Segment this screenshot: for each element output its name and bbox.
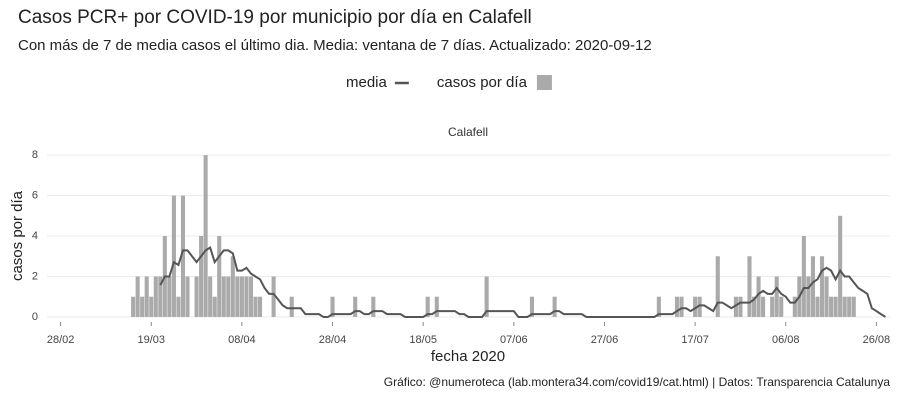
bar [847, 296, 852, 317]
panel-label: Calafell [448, 125, 488, 139]
bar [792, 296, 797, 317]
bar [529, 296, 534, 317]
x-tick-label: 27/06 [591, 334, 619, 346]
bar [774, 276, 779, 317]
chart-title: Casos PCR+ por COVID-19 por municipio po… [18, 7, 532, 28]
bar [185, 276, 190, 317]
bar [253, 296, 258, 317]
bar [212, 296, 217, 317]
bar [153, 276, 158, 317]
bar [761, 296, 766, 317]
bar [674, 296, 680, 317]
x-tick-label: 28/04 [319, 334, 347, 346]
bar [738, 296, 743, 317]
x-tick-label: 19/03 [137, 334, 165, 346]
bar [144, 276, 149, 317]
bar [815, 296, 820, 317]
mean-line [159, 246, 886, 318]
bar [851, 296, 856, 317]
legend-label: casos por día [437, 74, 528, 91]
bar [425, 296, 430, 317]
bar [199, 236, 204, 317]
bar [715, 256, 720, 317]
bar [248, 276, 253, 317]
bar [824, 276, 829, 317]
bar [656, 296, 661, 317]
bar [770, 296, 775, 317]
bar [330, 296, 335, 317]
x-tick-label: 07/06 [500, 334, 528, 346]
bar [235, 276, 240, 317]
bar [747, 256, 752, 317]
bar [756, 276, 761, 317]
bar [838, 215, 843, 317]
bar [194, 276, 199, 317]
x-tick-label: 26/08 [863, 334, 891, 346]
bar [257, 296, 263, 317]
bar [135, 276, 140, 317]
bar [158, 276, 163, 317]
chart-subtitle: Con más de 7 de media casos el último di… [18, 37, 652, 54]
bar [751, 296, 757, 317]
bar [171, 195, 176, 317]
bar [434, 296, 439, 317]
bar [801, 236, 806, 317]
bar [697, 296, 702, 317]
bar [271, 276, 276, 317]
x-tick-label: 18/05 [409, 334, 437, 346]
bar [226, 276, 231, 317]
legend-swatch [536, 75, 552, 90]
bar [131, 296, 136, 317]
bar [239, 276, 244, 317]
x-tick-label: 28/02 [47, 334, 75, 346]
x-tick-label: 06/08 [772, 334, 800, 346]
bar [208, 276, 213, 317]
y-tick-label: 4 [32, 230, 38, 242]
bar [806, 276, 811, 317]
bar [203, 155, 208, 317]
bar [679, 296, 684, 317]
bar [244, 276, 249, 317]
x-axis-label: fecha 2020 [431, 348, 505, 365]
bar [833, 296, 838, 317]
y-tick-label: 6 [32, 189, 38, 201]
bar [221, 276, 226, 317]
bar [167, 276, 172, 317]
bar [733, 296, 738, 317]
bar [140, 296, 145, 317]
bar [353, 296, 358, 317]
legend-label: media [346, 74, 388, 91]
x-tick-label: 08/04 [228, 334, 256, 346]
bar [149, 296, 154, 317]
bar [810, 256, 815, 317]
y-tick-label: 0 [32, 311, 38, 323]
bar [693, 296, 698, 317]
bar [829, 296, 834, 317]
bar [180, 195, 186, 317]
y-axis-label: casos por día [9, 190, 26, 281]
bar [371, 296, 376, 317]
bar [289, 296, 294, 317]
y-tick-label: 2 [32, 270, 38, 282]
y-tick-label: 8 [32, 149, 38, 161]
bar [552, 296, 557, 317]
x-tick-label: 17/07 [681, 334, 709, 346]
bar [842, 296, 847, 317]
bar [484, 276, 489, 317]
bar [230, 256, 235, 317]
bar [819, 256, 825, 317]
bar [779, 296, 784, 317]
caption: Gráfico: @numeroteca (lab.montera34.com/… [384, 375, 891, 389]
bar [217, 236, 222, 317]
bar [176, 296, 181, 317]
